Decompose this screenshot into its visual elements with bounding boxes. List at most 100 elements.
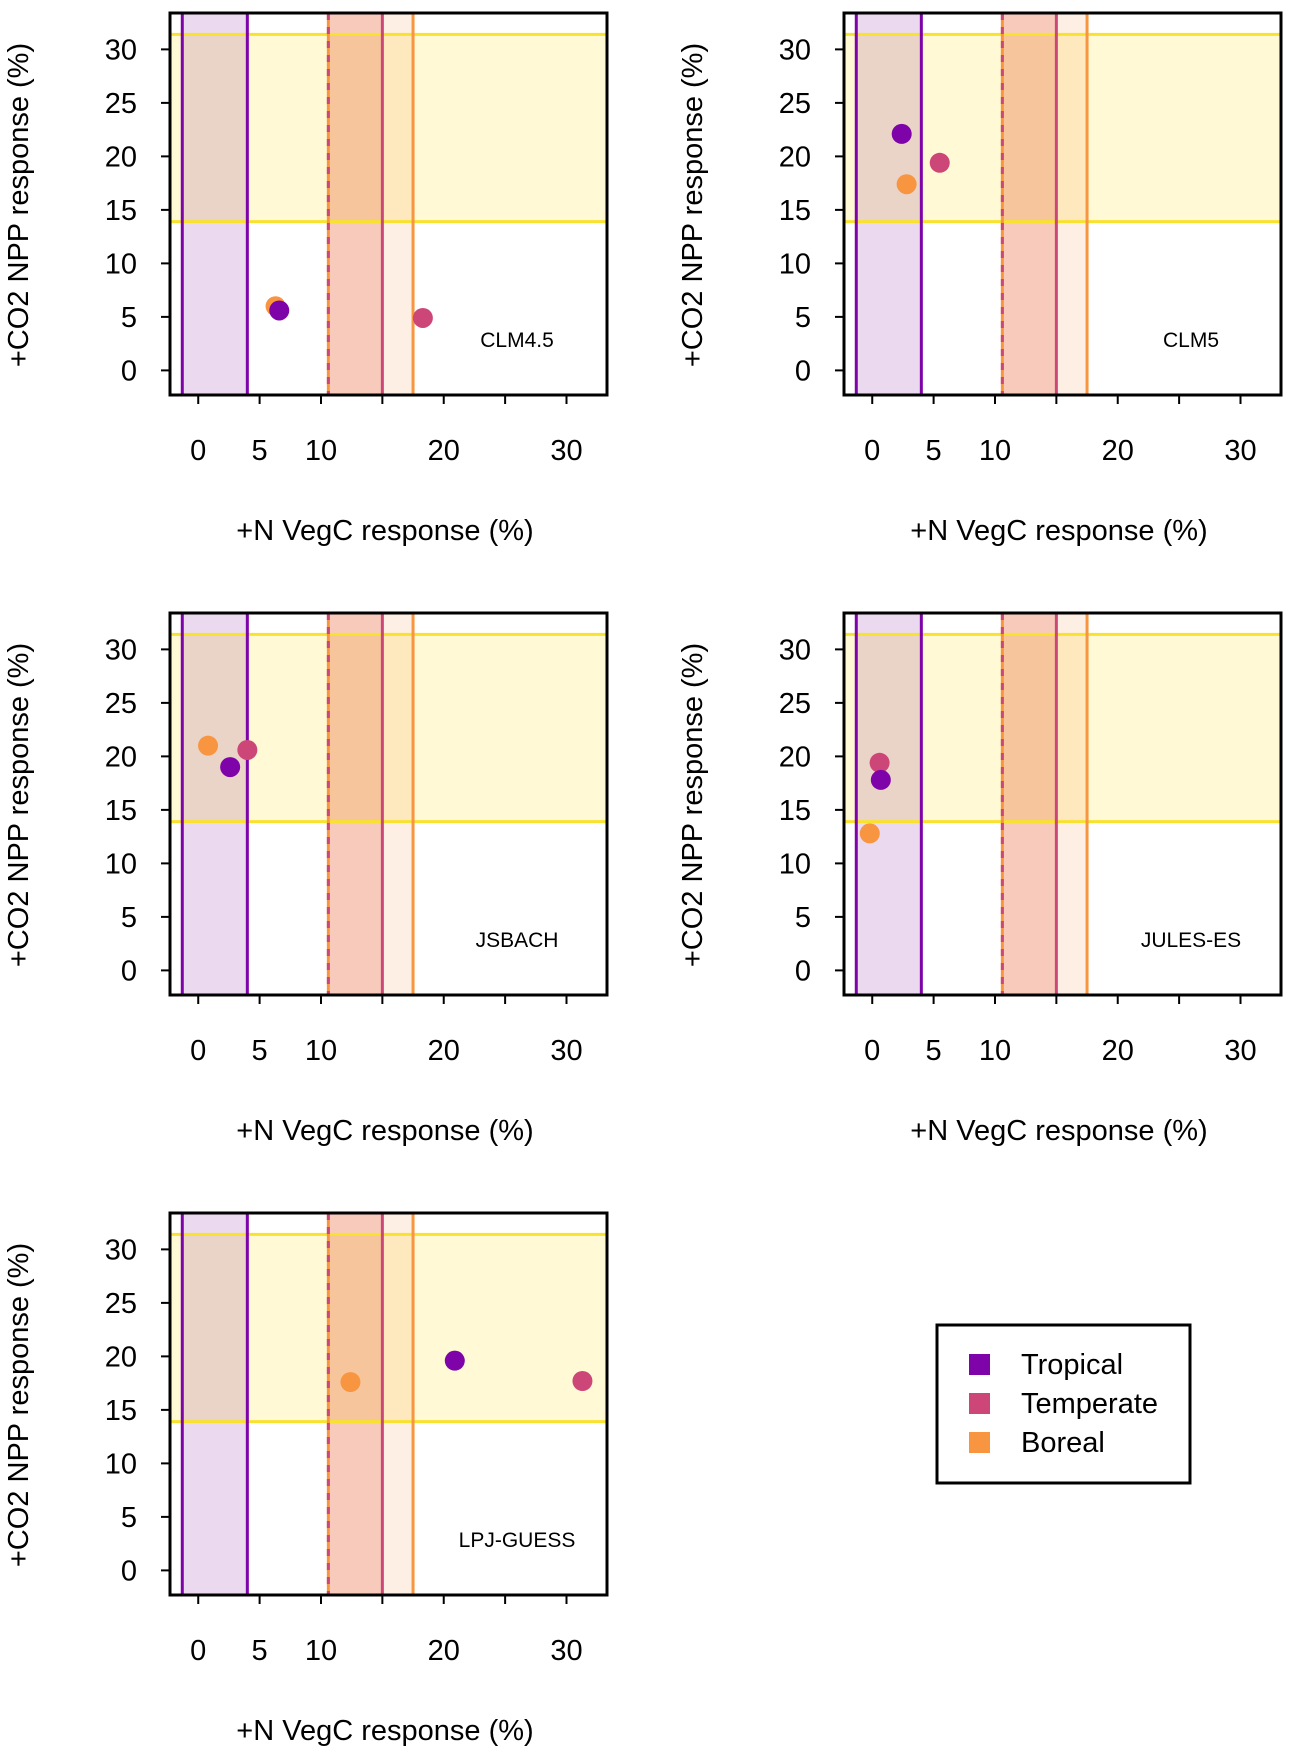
y-tick-label: 30 bbox=[779, 34, 811, 66]
y-tick-label: 25 bbox=[779, 88, 811, 120]
model-label: JSBACH bbox=[476, 929, 559, 952]
x-tick-label: 5 bbox=[252, 1635, 268, 1667]
y-tick-label: 10 bbox=[105, 848, 137, 880]
data-point-tropical bbox=[220, 757, 241, 778]
plot-area bbox=[170, 13, 607, 395]
y-tick-label: 20 bbox=[105, 741, 137, 773]
y-tick-label: 15 bbox=[779, 195, 811, 227]
plot-area bbox=[844, 613, 1281, 995]
y-axis-title: +CO2 NPP response (%) bbox=[677, 643, 709, 967]
plot-frame bbox=[842, 611, 1283, 997]
x-tick-label: 30 bbox=[1224, 1035, 1256, 1067]
model-label: CLM4.5 bbox=[480, 329, 554, 352]
x-axis-title: +N VegC response (%) bbox=[236, 1115, 533, 1147]
x-tick-label: 20 bbox=[428, 1035, 460, 1067]
plot-area bbox=[170, 1213, 607, 1595]
data-point-boreal bbox=[340, 1372, 361, 1393]
legend: Tropical Temperate Boreal bbox=[935, 1323, 1192, 1485]
legend-swatch-temperate bbox=[969, 1393, 990, 1414]
legend-swatch-tropical bbox=[969, 1354, 990, 1375]
y-tick-label: 20 bbox=[779, 141, 811, 173]
data-point-tropical bbox=[269, 300, 290, 321]
y-tick-label: 20 bbox=[105, 1341, 137, 1373]
nvegc-band-tropical bbox=[182, 13, 248, 395]
data-point-boreal bbox=[859, 823, 880, 844]
y-axis-title: +CO2 NPP response (%) bbox=[3, 1243, 35, 1567]
panel-clm5: CLM5 0 5 10 20 30 0 5 10 15 20 25 30 +N VegC response… bbox=[677, 11, 1283, 547]
panel-jsbach: JSBACH 0 5 10 20 30 0 5 10 15 20 25 30 +N VegC respon… bbox=[3, 611, 609, 1147]
y-tick-label: 0 bbox=[795, 355, 811, 387]
data-point-tropical bbox=[870, 769, 891, 790]
model-label: JULES-ES bbox=[1141, 929, 1241, 952]
y-tick-label: 5 bbox=[121, 1502, 137, 1534]
y-tick-label: 10 bbox=[779, 848, 811, 880]
plot-area bbox=[170, 613, 607, 995]
x-tick-label: 10 bbox=[305, 435, 337, 467]
y-tick-label: 15 bbox=[779, 795, 811, 827]
x-tick-label: 10 bbox=[979, 435, 1011, 467]
y-tick-label: 5 bbox=[795, 902, 811, 934]
x-tick-label: 0 bbox=[190, 1035, 206, 1067]
y-tick-label: 10 bbox=[105, 248, 137, 280]
x-tick-label: 20 bbox=[1102, 435, 1134, 467]
plot-frame bbox=[168, 1211, 609, 1597]
data-point-boreal bbox=[896, 174, 917, 195]
nvegc-band-temperate bbox=[328, 1213, 383, 1595]
nvegc-band-tropical bbox=[856, 13, 922, 395]
y-tick-label: 0 bbox=[121, 955, 137, 987]
data-point-temperate bbox=[412, 307, 433, 328]
data-point-temperate bbox=[237, 739, 258, 760]
nvegc-band-temperate bbox=[1002, 13, 1057, 395]
y-tick-label: 10 bbox=[105, 1448, 137, 1480]
model-label: CLM5 bbox=[1163, 329, 1219, 352]
x-tick-label: 30 bbox=[550, 435, 582, 467]
x-tick-label: 10 bbox=[305, 1035, 337, 1067]
y-tick-label: 0 bbox=[121, 1555, 137, 1587]
x-tick-label: 5 bbox=[926, 435, 942, 467]
nvegc-band-temperate bbox=[328, 613, 383, 995]
plot-frame bbox=[842, 11, 1283, 397]
y-tick-label: 0 bbox=[121, 355, 137, 387]
x-axis-title: +N VegC response (%) bbox=[236, 515, 533, 547]
y-axis-title: +CO2 NPP response (%) bbox=[677, 43, 709, 367]
panel-lpj-guess: LPJ-GUESS 0 5 10 20 30 0 5 10 15 20 25 30 +N VegC res… bbox=[3, 1211, 609, 1747]
data-point-temperate bbox=[929, 152, 950, 173]
data-point-tropical bbox=[444, 1350, 465, 1371]
x-axis-title: +N VegC response (%) bbox=[910, 1115, 1207, 1147]
y-tick-label: 30 bbox=[105, 1234, 137, 1266]
y-tick-label: 15 bbox=[105, 1395, 137, 1427]
y-tick-label: 5 bbox=[121, 902, 137, 934]
y-tick-label: 25 bbox=[779, 688, 811, 720]
x-tick-label: 30 bbox=[550, 1635, 582, 1667]
x-tick-label: 0 bbox=[864, 1035, 880, 1067]
legend-label-temperate: Temperate bbox=[1021, 1388, 1158, 1420]
legend-label-boreal: Boreal bbox=[1021, 1427, 1105, 1459]
y-tick-label: 15 bbox=[105, 195, 137, 227]
y-axis-title: +CO2 NPP response (%) bbox=[3, 43, 35, 367]
y-tick-label: 25 bbox=[105, 1288, 137, 1320]
panel-clm4-5: CLM4.5 0 5 10 20 30 0 5 10 15 20 25 30 +N VegC respon… bbox=[3, 11, 609, 547]
nvegc-band-temperate bbox=[328, 13, 383, 395]
nvegc-band-temperate bbox=[1002, 613, 1057, 995]
y-tick-label: 5 bbox=[795, 302, 811, 334]
plot-frame bbox=[168, 11, 609, 397]
x-tick-label: 20 bbox=[1102, 1035, 1134, 1067]
nvegc-band-tropical bbox=[182, 1213, 248, 1595]
plot-area bbox=[844, 13, 1281, 395]
data-point-temperate bbox=[572, 1370, 593, 1391]
x-tick-label: 0 bbox=[190, 1635, 206, 1667]
x-tick-label: 10 bbox=[305, 1635, 337, 1667]
x-axis-title: +N VegC response (%) bbox=[236, 1715, 533, 1747]
y-tick-label: 20 bbox=[779, 741, 811, 773]
data-point-temperate bbox=[869, 752, 890, 773]
y-tick-label: 25 bbox=[105, 88, 137, 120]
y-tick-label: 30 bbox=[779, 634, 811, 666]
x-tick-label: 0 bbox=[190, 435, 206, 467]
y-tick-label: 25 bbox=[105, 688, 137, 720]
y-axis-title: +CO2 NPP response (%) bbox=[3, 643, 35, 967]
panel-jules-es: JULES-ES 0 5 10 20 30 0 5 10 15 20 25 30 +N VegC resp… bbox=[677, 611, 1283, 1147]
x-tick-label: 5 bbox=[252, 435, 268, 467]
y-tick-label: 30 bbox=[105, 34, 137, 66]
x-tick-label: 20 bbox=[428, 1635, 460, 1667]
